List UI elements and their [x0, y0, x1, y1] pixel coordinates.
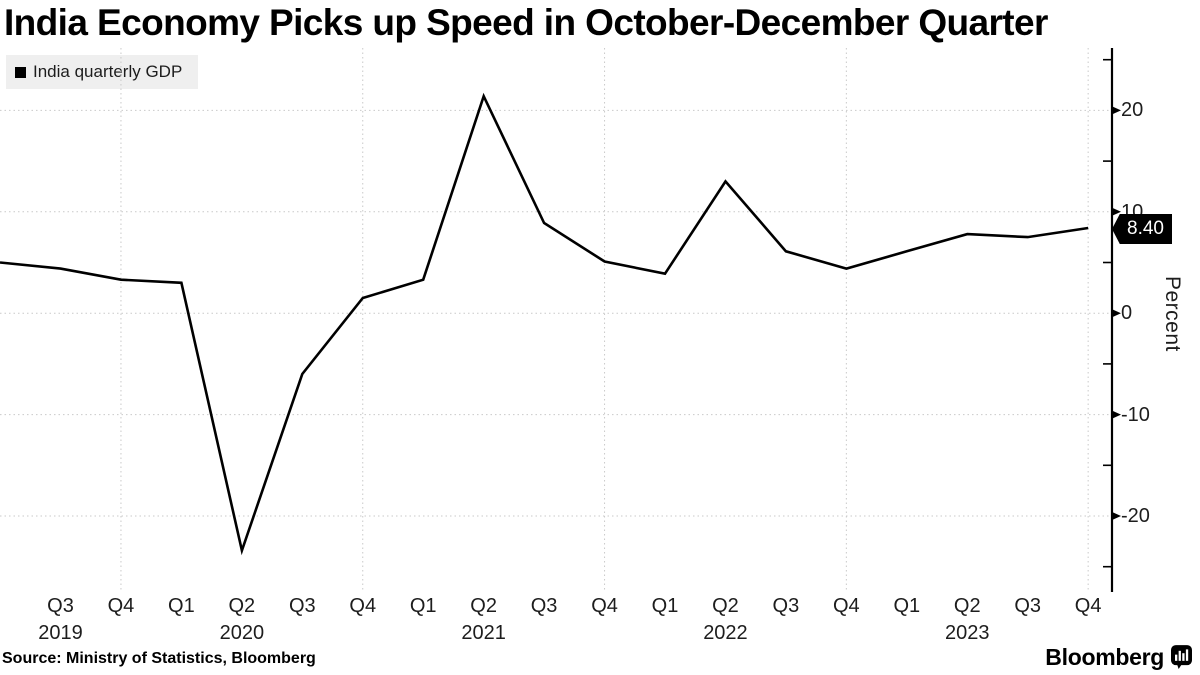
- major-tick-arrow-icon: [1111, 410, 1121, 420]
- x-tick-label: Q1: [651, 595, 679, 617]
- gdp-line-series: [0, 92, 1089, 556]
- x-tick-label: Q2: [228, 595, 256, 617]
- x-tick-label: Q3: [47, 595, 74, 617]
- major-tick-arrow-icon: [1111, 105, 1121, 115]
- major-tick-arrow-icon: [1111, 207, 1121, 217]
- x-tick-label: Q4: [591, 595, 618, 617]
- y-tick-label: 0: [1121, 302, 1133, 325]
- last-value-badge: 8.40: [1112, 214, 1172, 244]
- major-tick-arrow-icon: [1111, 308, 1121, 318]
- x-tick-label: Q2: [953, 595, 981, 617]
- x-year-label: 2019: [38, 622, 83, 644]
- x-year-label: 2020: [219, 622, 265, 644]
- x-tick-label: Q3: [1014, 595, 1042, 617]
- chart-title: India Economy Picks up Speed in October-…: [4, 2, 1048, 43]
- x-tick-label: Q4: [349, 595, 377, 617]
- x-year-label: 2022: [703, 622, 748, 644]
- y-tick-label: -10: [1121, 403, 1150, 426]
- legend-label: India quarterly GDP: [33, 62, 183, 81]
- y-tick-label: 20: [1121, 99, 1144, 122]
- x-year-label: 2021: [461, 622, 506, 644]
- x-tick-label: Q3: [772, 595, 800, 617]
- x-tick-label: Q1: [409, 595, 437, 617]
- x-tick-label: Q4: [833, 595, 860, 617]
- legend: India quarterly GDP: [6, 55, 199, 89]
- y-axis-title: Percent: [1161, 276, 1184, 352]
- source-note: Source: Ministry of Statistics, Bloomber…: [2, 650, 316, 667]
- bloomberg-wordmark: Bloomberg: [1045, 644, 1164, 670]
- x-tick-label: Q4: [107, 595, 135, 617]
- x-tick-label: Q2: [470, 595, 497, 617]
- legend-swatch-icon: [15, 66, 26, 78]
- x-tick-label: Q1: [168, 595, 195, 617]
- y-tick-label: -20: [1121, 505, 1150, 527]
- x-year-label: 2023: [945, 622, 990, 644]
- x-tick-label: Q3: [530, 595, 558, 617]
- x-tick-label: Q1: [893, 595, 921, 617]
- x-tick-label: Q2: [712, 595, 739, 617]
- major-tick-arrow-icon: [1111, 511, 1121, 521]
- bloomberg-logo: Bloomberg: [1045, 644, 1192, 671]
- bloomberg-terminal-icon: [1171, 645, 1192, 669]
- x-tick-label: Q3: [288, 595, 316, 617]
- x-tick-label: Q4: [1074, 595, 1102, 617]
